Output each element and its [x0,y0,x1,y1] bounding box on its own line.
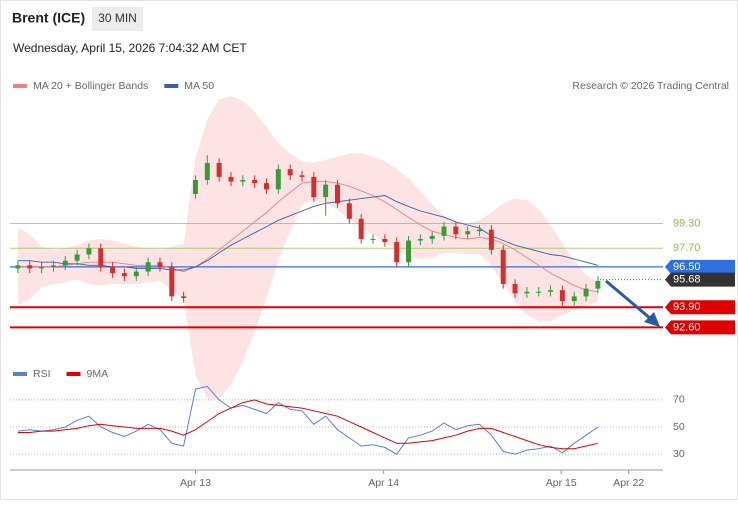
candle-body [181,296,187,298]
candle-body [15,265,21,269]
rsi-line [17,399,599,450]
y-tick-label: 50 [673,421,685,433]
candle-body [299,175,305,177]
y-tick-label: 30 [673,448,685,460]
candle-body [133,271,139,277]
y-tick-label: 70 [673,394,685,406]
candle-body [488,229,494,250]
arrow-shaft [605,279,652,321]
level-tag [665,259,735,274]
candle-body [192,180,198,194]
bollinger-band [17,96,598,399]
candle-body [121,273,127,277]
legend-label: MA 20 + Bollinger Bands [33,80,148,92]
level-label: 92.60 [673,321,701,333]
rsi-line [17,385,599,455]
candle-body [169,266,175,297]
candle-body [406,240,412,263]
interval-label: 30 MIN [98,11,137,25]
interval-box [92,7,143,31]
ma-line [17,181,598,293]
legend-label: 9MA [87,368,109,380]
candle-body [335,184,340,204]
candle-body [595,280,601,289]
datetime: Wednesday, April 15, 2026 7:04:32 AM CET [13,41,247,55]
candle-body [559,290,565,302]
x-tick-label: Apr 14 [368,477,399,489]
instrument-title: Brent (ICE) [12,10,85,26]
candle-body [323,184,329,198]
candle-body [74,254,80,261]
candle-body [145,262,151,272]
arrow-head [644,312,660,327]
legend-swatch [66,372,81,376]
candle-body [346,203,352,219]
candle-body [204,162,210,180]
candle-body [465,231,471,235]
level-label: 93.90 [673,301,701,313]
candle-body [110,266,116,274]
x-tick-label: Apr 15 [546,477,577,489]
level-label: 96.50 [673,261,701,273]
candle-body [216,162,222,177]
candle-body [394,242,400,263]
candle-body [157,262,163,267]
candle-body [370,238,376,240]
level-tag [665,300,735,315]
candle-body [524,291,530,294]
candle-body [263,183,269,190]
candle-body [39,266,45,269]
candle-body [548,290,554,292]
candle-body [62,260,68,266]
candle-body [252,180,258,184]
candle-body [311,176,317,198]
candle-body [441,226,447,236]
level-label: 99.30 [673,217,701,229]
candle-body [453,226,459,235]
candle-body [358,218,364,239]
legend-label: MA 50 [184,80,214,92]
candle-body [477,229,483,232]
candle-body [500,249,506,284]
candle-body [429,235,435,239]
candle-body [417,238,423,241]
candle-body [240,180,246,182]
candle-body [571,296,577,302]
forecast-arrow [605,279,660,327]
x-tick-label: Apr 13 [180,477,211,489]
candle-body [27,265,33,269]
level-label: 97.70 [673,242,701,254]
candle-body [512,283,518,294]
candle-body [275,169,281,190]
level-tag [665,272,735,287]
candle-body [536,291,542,293]
candle-body [228,176,234,182]
candle-body [86,248,92,255]
candle-body [50,265,56,267]
credit: Research © 2026 Trading Central [572,80,729,92]
legend-swatch [13,84,27,88]
candle-body [287,169,293,176]
candle-body [382,238,388,243]
level-tag [665,320,735,335]
candle-body [583,288,589,297]
legend-label: RSI [33,368,51,380]
level-label: 95.68 [673,274,701,286]
x-tick-label: Apr 22 [613,477,644,489]
legend-swatch [164,84,179,88]
candle-body [98,248,104,267]
legend-swatch [13,372,27,376]
